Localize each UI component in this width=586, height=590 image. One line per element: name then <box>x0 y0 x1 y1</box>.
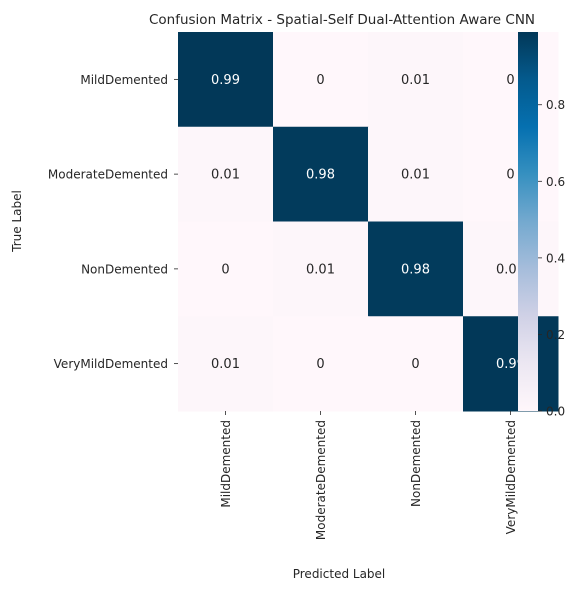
cell-value: 0.01 <box>401 73 430 88</box>
cell-value: 0.01 <box>496 262 525 277</box>
x-tick-label: ModerateDemented <box>314 420 328 540</box>
colorbar-tick-label: 0.8 <box>546 98 565 112</box>
heatmap-cells <box>178 32 559 412</box>
cell-value: 0 <box>221 262 229 277</box>
colorbar-tick-label: 0.2 <box>546 328 565 342</box>
x-tick-label: VeryMildDemented <box>504 420 518 534</box>
heatmap-cell <box>368 221 464 317</box>
cell-value: 0 <box>316 357 324 372</box>
y-tick-label: ModerateDemented <box>48 168 168 182</box>
cell-value: 0.01 <box>306 262 335 277</box>
y-axis-label: True Label <box>10 190 24 253</box>
heatmap-cell <box>273 316 369 412</box>
colorbar-tick-label: 0.4 <box>546 251 565 265</box>
heatmap-cell <box>368 126 464 222</box>
heatmap-cell <box>368 32 464 128</box>
colorbar-ticks: 0.0 0.2 0.4 0.6 0.8 <box>538 98 565 419</box>
cell-value: 0 <box>411 357 419 372</box>
cell-value: 0 <box>506 73 514 88</box>
heatmap-cell <box>463 316 559 412</box>
heatmap-cell <box>273 32 369 128</box>
colorbar-tick-label: 0.6 <box>546 175 565 189</box>
heatmap-cell <box>273 126 369 222</box>
cell-value: 0.99 <box>496 357 525 372</box>
y-tick-label: MildDemented <box>80 73 168 87</box>
x-tick-label: MildDemented <box>219 420 233 508</box>
x-axis-label: Predicted Label <box>293 567 386 581</box>
cell-value: 0 <box>316 73 324 88</box>
heatmap-cell <box>178 316 274 412</box>
heatmap-cell <box>178 221 274 317</box>
heatmap-cell <box>178 32 274 128</box>
cell-value: 0.01 <box>211 357 240 372</box>
x-tick-labels: MildDemented ModerateDemented NonDemented V… <box>219 411 518 540</box>
y-tick-label: VeryMildDemented <box>54 357 168 371</box>
cell-value: 0.99 <box>211 73 240 88</box>
heatmap-cell <box>178 126 274 222</box>
cell-value: 0.01 <box>401 168 430 183</box>
heatmap-cell <box>273 221 369 317</box>
cell-annotations: 0.99 0 0.01 0 0.01 0.98 0.01 0 0 0.01 0.98 0.01 0.01… <box>211 73 525 372</box>
heatmap-cell <box>368 316 464 412</box>
cell-value: 0.98 <box>306 168 335 183</box>
heatmap-cell <box>463 126 559 222</box>
chart-title: Confusion Matrix - Spatial-Self Dual-Att… <box>149 12 535 28</box>
cell-value: 0.98 <box>401 262 430 277</box>
heatmap-cell <box>463 32 559 128</box>
y-tick-labels: MildDemented ModerateDemented NonDemented V… <box>48 73 178 371</box>
cell-value: 0.01 <box>211 168 240 183</box>
cell-value: 0 <box>506 168 514 183</box>
heatmap-cell <box>463 221 559 317</box>
colorbar-tick-label: 0.0 <box>546 405 565 419</box>
colorbar <box>518 32 538 411</box>
x-tick-label: NonDemented <box>409 420 423 507</box>
y-tick-label: NonDemented <box>81 262 168 276</box>
